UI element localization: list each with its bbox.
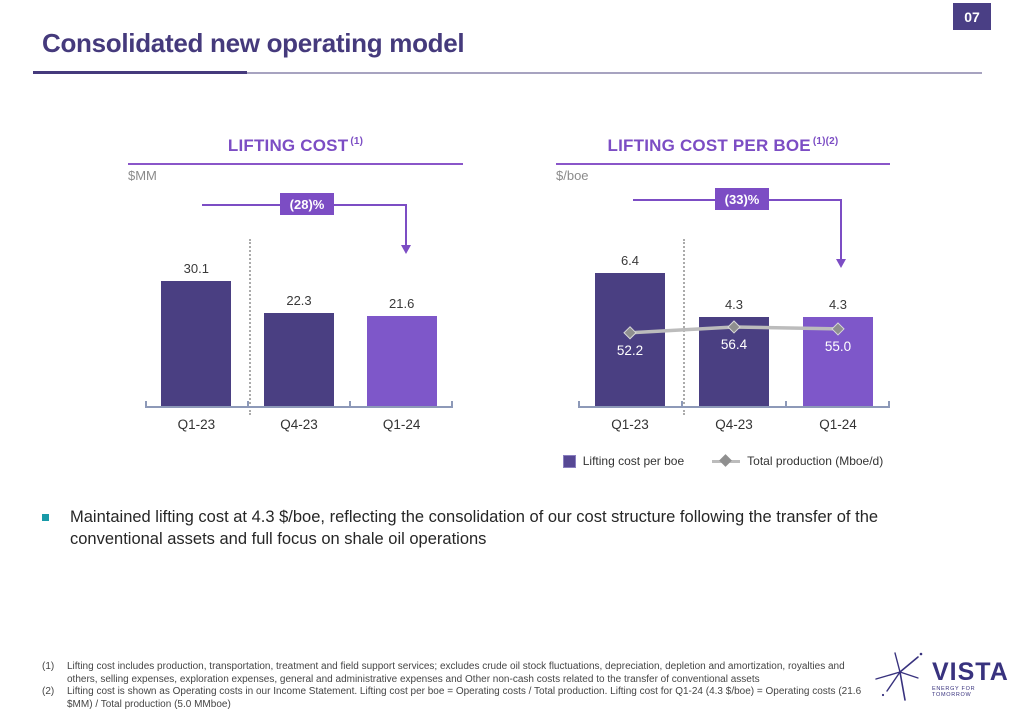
bullet-text: Maintained lifting cost at 4.3 $/boe, re… xyxy=(70,508,879,549)
x-axis-label: Q4-23 xyxy=(280,417,318,432)
x-axis-label: Q1-23 xyxy=(177,417,216,432)
footnote-text: Lifting cost includes production, transp… xyxy=(67,661,845,685)
chart-title-text: LIFTING COST xyxy=(227,136,349,155)
arrow-down-icon xyxy=(836,259,846,268)
line-value-label: 55.0 xyxy=(824,338,852,354)
title-divider xyxy=(33,71,982,75)
x-axis xyxy=(578,401,890,408)
legend-label: Lifting cost per boe xyxy=(582,454,685,468)
bar-series: 30.1 22.3 21.6 xyxy=(145,187,453,406)
bar-value-label: 4.3 xyxy=(724,296,744,312)
footnote-1: (1) Lifting cost includes production, tr… xyxy=(42,661,864,686)
bar xyxy=(595,273,665,406)
logo-tagline: ENERGY FOR TOMORROW xyxy=(932,686,976,698)
decline-bracket-drop-line xyxy=(840,199,842,261)
axis-unit-label: $/boe xyxy=(556,168,589,183)
x-axis-label: Q1-24 xyxy=(382,417,421,432)
bar xyxy=(366,316,437,406)
bar-column: 21.6 xyxy=(350,296,453,406)
legend-item-line: Total production (Mboe/d) xyxy=(712,454,883,468)
x-axis-label: Q1-24 xyxy=(819,417,857,432)
footnotes: (1) Lifting cost includes production, tr… xyxy=(42,661,864,711)
chart-title: LIFTING COST PER BOE (1)(2) xyxy=(556,136,890,165)
bar-value-label: 22.3 xyxy=(286,293,312,309)
decline-bracket-drop-line xyxy=(405,204,407,246)
divider-dark-segment xyxy=(33,71,247,74)
x-axis xyxy=(145,401,453,408)
percent-change-badge: (28)% xyxy=(280,193,334,215)
bar-column: 22.3 xyxy=(248,293,351,406)
chart-title: LIFTING COST (1) xyxy=(128,136,463,165)
bar-value-label: 4.3 xyxy=(828,296,848,312)
footnote-text: Lifting cost is shown as Operating costs… xyxy=(67,686,862,710)
logo-text: VISTA ENERGY FOR TOMORROW xyxy=(932,658,1014,699)
x-axis-labels: Q1-23 Q4-23 Q1-24 xyxy=(145,417,453,432)
plot-area: (33)% 6.4 4.3 4.3 Q1-23 Q4-23 Q1-24 52.2 56.4… xyxy=(556,187,890,432)
bar xyxy=(264,313,334,406)
bar-value-label: 6.4 xyxy=(620,253,640,269)
x-axis-label: Q1-23 xyxy=(611,417,649,432)
vista-star-icon xyxy=(875,652,923,701)
legend-label: Total production (Mboe/d) xyxy=(747,454,884,468)
lifting-cost-chart: LIFTING COST (1) $MM (28)% 30.1 22.3 21.6 Q… xyxy=(128,136,463,436)
slide-title: Consolidated new operating model xyxy=(42,28,465,58)
bar xyxy=(803,316,873,406)
bar xyxy=(699,316,769,406)
page-number-badge: 07 xyxy=(953,3,991,30)
axis-unit-label: $MM xyxy=(128,168,157,183)
key-takeaway-bullet: Maintained lifting cost at 4.3 $/boe, re… xyxy=(42,506,894,550)
bar xyxy=(161,281,232,406)
footnote-marker: (2) xyxy=(42,686,55,697)
chart-title-footnote-ref: (1) xyxy=(350,136,364,148)
arrow-down-icon xyxy=(401,245,411,254)
percent-change-badge: (33)% xyxy=(715,188,769,210)
legend-item-bars: Lifting cost per boe xyxy=(562,454,685,468)
line-marker-icon xyxy=(712,454,741,467)
plot-area: (28)% 30.1 22.3 21.6 Q1-23 Q4-23 Q1-24 xyxy=(128,187,463,432)
bullet-marker-icon xyxy=(42,514,49,521)
chart-legend: Lifting cost per boe Total production (M… xyxy=(556,454,890,468)
x-axis-label: Q4-23 xyxy=(715,417,753,432)
chart-title-text: LIFTING COST PER BOE xyxy=(607,136,811,155)
line-value-label: 52.2 xyxy=(616,342,644,358)
footnote-2: (2) Lifting cost is shown as Operating c… xyxy=(42,686,864,711)
line-value-label: 56.4 xyxy=(720,336,748,352)
logo-name: VISTA xyxy=(932,658,1009,686)
bar-column: 30.1 xyxy=(145,261,248,406)
x-axis-labels: Q1-23 Q4-23 Q1-24 xyxy=(578,417,890,432)
divider-light-segment xyxy=(247,72,982,74)
chart-title-footnote-ref: (1)(2) xyxy=(812,136,839,148)
footnote-marker: (1) xyxy=(42,661,55,672)
bar-value-label: 21.6 xyxy=(389,296,415,312)
vista-logo: VISTA ENERGY FOR TOMORROW xyxy=(874,646,1014,712)
lifting-cost-per-boe-chart: LIFTING COST PER BOE (1)(2) $/boe (33)% 6… xyxy=(556,136,890,481)
bar-column: 6.4 xyxy=(578,253,682,406)
bar-series: 6.4 4.3 4.3 xyxy=(578,187,890,406)
bar-value-label: 30.1 xyxy=(183,261,209,277)
period-separator-line xyxy=(249,239,251,415)
bar-swatch-icon xyxy=(562,454,576,468)
